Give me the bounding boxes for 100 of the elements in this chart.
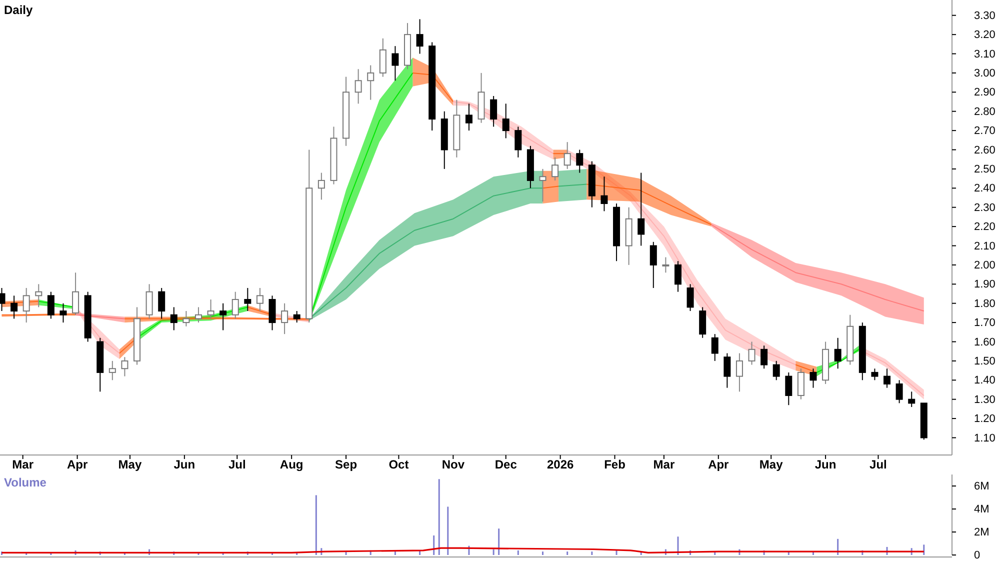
candlestick bbox=[552, 156, 559, 181]
candlestick bbox=[194, 306, 202, 324]
candlestick bbox=[146, 284, 153, 320]
candlestick bbox=[121, 356, 128, 377]
candlestick bbox=[539, 168, 546, 202]
candlestick bbox=[785, 372, 792, 406]
candlestick bbox=[514, 126, 522, 158]
candlestick bbox=[736, 352, 743, 392]
candlestick bbox=[416, 18, 424, 54]
y-tick-label: 2.50 bbox=[974, 163, 996, 176]
x-tick-label: Nov bbox=[442, 458, 465, 472]
candlestick bbox=[638, 172, 645, 246]
y-tick-label: 2.80 bbox=[974, 106, 996, 118]
x-tick-label: Jul bbox=[870, 458, 887, 472]
candlestick bbox=[674, 260, 682, 292]
candlestick bbox=[244, 287, 252, 312]
y-tick-label: 3.00 bbox=[974, 67, 996, 80]
y-tick-label: 1.60 bbox=[974, 336, 996, 348]
candlestick bbox=[564, 142, 571, 170]
y-tick-label: 6M bbox=[974, 480, 990, 493]
candlestick bbox=[158, 287, 166, 320]
x-tick-label: May bbox=[118, 458, 142, 472]
candlestick bbox=[170, 306, 178, 331]
y-tick-label: 2.40 bbox=[974, 182, 996, 195]
y-tick-label: 1.70 bbox=[974, 317, 996, 330]
y-tick-label: 0 bbox=[974, 550, 980, 562]
candlestick bbox=[22, 287, 30, 324]
candlestick bbox=[47, 291, 54, 320]
candlestick bbox=[207, 298, 214, 320]
candlestick bbox=[576, 149, 584, 174]
candlestick bbox=[318, 172, 325, 200]
x-tick-label: Feb bbox=[604, 458, 626, 472]
candlestick bbox=[871, 368, 878, 381]
candlestick bbox=[281, 302, 288, 335]
y-tick-label: 2.90 bbox=[974, 86, 996, 99]
candlestick bbox=[293, 310, 300, 324]
y-tick-label: 2.10 bbox=[974, 240, 996, 252]
y-tick-label: 3.10 bbox=[974, 48, 996, 60]
candlestick bbox=[10, 295, 18, 320]
y-tick-label: 2.20 bbox=[974, 221, 996, 234]
candlestick bbox=[108, 360, 116, 381]
x-tick-label: Apr bbox=[708, 458, 730, 472]
candlestick bbox=[896, 380, 903, 404]
candlestick bbox=[392, 46, 399, 82]
chart-title: Daily bbox=[4, 3, 34, 17]
x-tick-label: Jul bbox=[228, 458, 246, 472]
y-tick-label: 2M bbox=[974, 526, 990, 539]
candlestick bbox=[797, 368, 804, 400]
x-tick-label: Apr bbox=[66, 458, 88, 472]
candlestick bbox=[662, 256, 670, 274]
y-tick-label: 1.40 bbox=[974, 374, 996, 387]
y-tick-label: 1.10 bbox=[974, 432, 996, 444]
candlestick bbox=[367, 64, 374, 100]
y-tick-label: 1.80 bbox=[974, 298, 996, 310]
candlestick bbox=[379, 38, 386, 78]
y-tick-label: 1.20 bbox=[974, 413, 996, 426]
y-tick-label: 1.90 bbox=[974, 278, 996, 291]
candlestick bbox=[650, 241, 657, 288]
candlestick bbox=[354, 68, 362, 104]
y-tick-label: 2.60 bbox=[974, 144, 996, 156]
x-tick-label: Dec bbox=[494, 458, 518, 472]
candlestick bbox=[490, 95, 498, 128]
x-tick-label: Oct bbox=[388, 458, 409, 472]
y-tick-label: 3.20 bbox=[974, 29, 996, 42]
candlestick bbox=[256, 287, 264, 312]
x-tick-label: 2026 bbox=[546, 458, 574, 472]
x-tick-label: Aug bbox=[280, 458, 304, 472]
candlestick bbox=[772, 360, 780, 381]
y-tick-label: 4M bbox=[974, 504, 990, 516]
candlestick bbox=[699, 306, 706, 338]
x-tick-label: Mar bbox=[653, 458, 675, 472]
y-tick-label: 2.70 bbox=[974, 125, 996, 138]
candlestick bbox=[220, 302, 227, 331]
candlestick bbox=[711, 334, 718, 362]
candlestick bbox=[182, 310, 190, 327]
candlestick bbox=[810, 368, 817, 388]
candlestick bbox=[686, 284, 694, 312]
candlestick bbox=[502, 103, 510, 139]
candlestick bbox=[884, 368, 891, 388]
x-tick-label: Sep bbox=[335, 458, 358, 472]
candlestick bbox=[600, 176, 608, 212]
candlestick bbox=[724, 352, 731, 388]
candlestick bbox=[465, 103, 472, 132]
y-tick-label: 1.30 bbox=[974, 394, 996, 406]
x-tick-label: May bbox=[759, 458, 784, 472]
candlestick bbox=[35, 284, 42, 308]
candlestick bbox=[834, 337, 842, 370]
x-tick-label: Jun bbox=[174, 458, 196, 472]
x-tick-label: Mar bbox=[12, 458, 34, 472]
candlestick bbox=[760, 345, 768, 370]
candlestick bbox=[60, 302, 67, 324]
candlestick bbox=[72, 272, 80, 316]
candlestick bbox=[232, 291, 239, 320]
y-tick-label: 2.30 bbox=[974, 202, 996, 214]
candlestick bbox=[748, 341, 756, 366]
candlestick bbox=[268, 295, 276, 331]
y-tick-label: 1.50 bbox=[974, 355, 996, 368]
y-tick-label: 2.00 bbox=[974, 259, 996, 272]
candlestick bbox=[908, 391, 916, 408]
y-tick-label: 3.30 bbox=[974, 10, 996, 22]
